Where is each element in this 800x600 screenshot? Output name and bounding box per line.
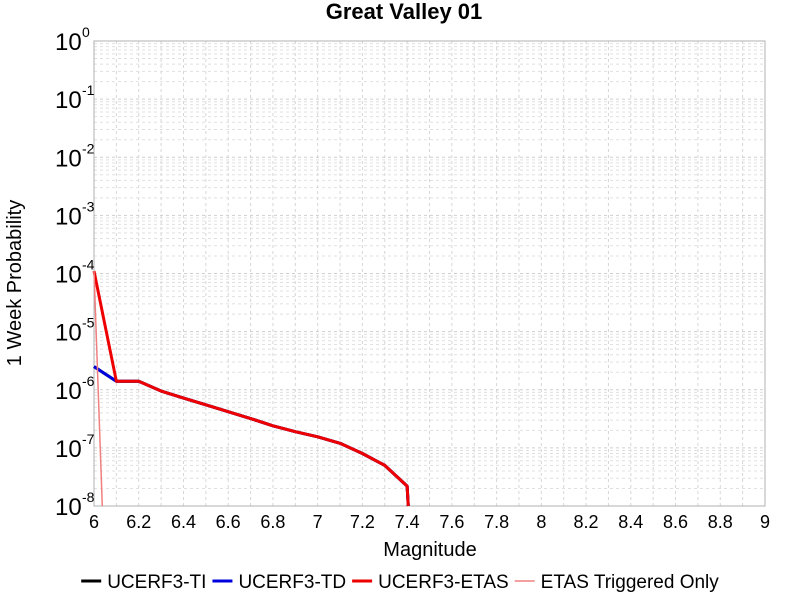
x-tick-label: 9 — [760, 512, 770, 532]
x-tick-label: 6 — [89, 512, 99, 532]
x-tick-label: 7.2 — [350, 512, 375, 532]
legend-label: ETAS Triggered Only — [541, 572, 720, 593]
x-tick-label: 8.4 — [618, 512, 643, 532]
series-line-ucerf3-ti — [93, 365, 410, 507]
series-line-ucerf3-td — [93, 365, 410, 507]
y-tick-label: 10 -5 — [55, 315, 95, 347]
series-line-ucerf3-etas — [92, 270, 410, 507]
x-tick-label: 8.2 — [574, 512, 599, 532]
y-tick-base: 10 — [55, 378, 82, 405]
legend-label: UCERF3-ETAS — [378, 572, 509, 593]
y-tick-base: 10 — [55, 494, 82, 521]
y-tick-exponent: -4 — [82, 257, 95, 273]
x-tick-label: 7 — [313, 512, 323, 532]
x-tick-label: 8.6 — [663, 512, 688, 532]
y-tick-base: 10 — [55, 87, 82, 114]
x-tick-label: 6.6 — [216, 512, 241, 532]
y-tick-exponent: -5 — [82, 315, 95, 331]
x-tick-label: 7.6 — [439, 512, 464, 532]
x-tick-label: 7.8 — [484, 512, 509, 532]
x-axis-label: Magnitude — [383, 539, 476, 561]
y-tick-base: 10 — [55, 320, 82, 347]
y-tick-label: 10 -3 — [55, 198, 95, 230]
legend-label: UCERF3-TD — [238, 572, 346, 593]
x-tick-label: 8 — [536, 512, 546, 532]
y-tick-label: 10 -2 — [55, 140, 95, 172]
legend-label: UCERF3-TI — [107, 572, 206, 593]
y-tick-base: 10 — [55, 203, 82, 230]
y-tick-base: 10 — [55, 29, 82, 56]
series-line-etas-triggered-only — [93, 271, 104, 507]
y-tick-exponent: -8 — [82, 489, 95, 505]
y-tick-base: 10 — [55, 145, 82, 172]
x-tick-label: 8.8 — [708, 512, 733, 532]
y-tick-label: 10 -1 — [55, 82, 95, 114]
y-tick-label: 10 -7 — [55, 431, 95, 463]
y-tick-label: 10 0 — [55, 24, 90, 56]
y-tick-exponent: -7 — [82, 431, 95, 447]
y-tick-exponent: 0 — [82, 24, 90, 40]
grid-layer — [93, 41, 766, 507]
y-tick-label: 10 -4 — [55, 257, 95, 289]
y-tick-label: 10 -8 — [55, 489, 95, 521]
y-tick-exponent: -6 — [82, 373, 95, 389]
y-tick-base: 10 — [55, 262, 82, 289]
y-axis-label: 1 Week Probability — [4, 200, 26, 366]
legend: UCERF3-TI UCERF3-TD UCERF3-ETAS ETAS Trigge… — [81, 572, 719, 593]
y-tick-exponent: -2 — [82, 140, 95, 156]
x-tick-label: 6.4 — [171, 512, 196, 532]
y-tick-label: 10 -6 — [55, 373, 95, 405]
x-tick-label: 7.4 — [395, 512, 420, 532]
y-tick-exponent: -3 — [82, 198, 95, 214]
x-tick-label: 6.2 — [126, 512, 151, 532]
chart-title: Great Valley 01 — [326, 0, 483, 24]
x-tick-label: 6.8 — [260, 512, 285, 532]
series-layer — [92, 270, 410, 507]
x-axis-ticks: 6 6.2 6.4 6.6 6.8 7 7.2 7.4 7.6 7.8 8 8.2 8.4 8.6 8.8 9 — [89, 512, 770, 532]
y-tick-exponent: -1 — [82, 82, 95, 98]
y-tick-base: 10 — [55, 436, 82, 463]
